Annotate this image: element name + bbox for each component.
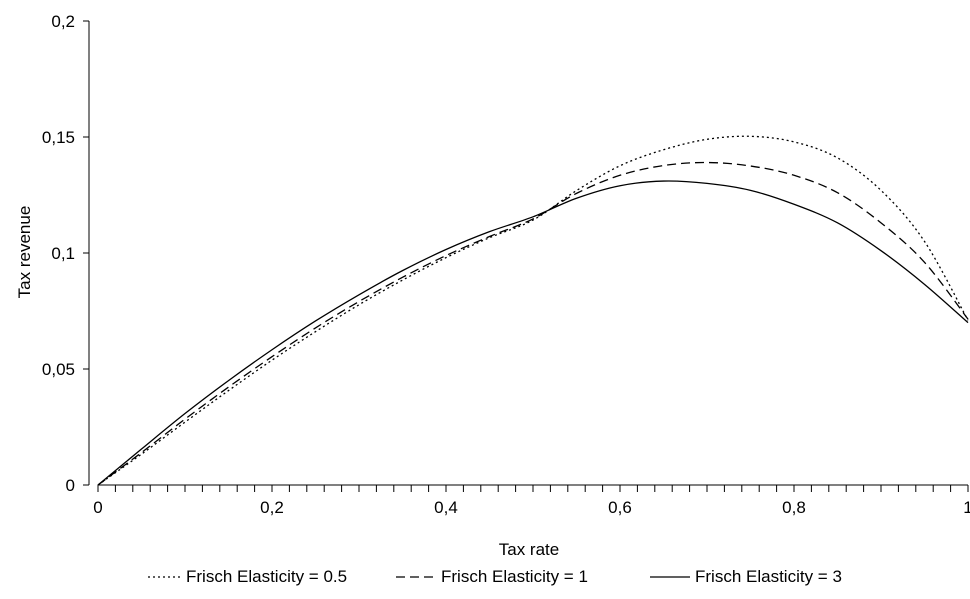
legend-label-2: Frisch Elasticity = 1 (441, 567, 588, 586)
x-tick-label: 0,4 (434, 498, 458, 517)
legend-label-1: Frisch Elasticity = 0.5 (186, 567, 347, 586)
axis-labels: Tax rate Tax revenue (15, 206, 559, 559)
x-tick-label: 0,2 (260, 498, 284, 517)
y-tick-label: 0,15 (42, 128, 75, 147)
x-tick-label: 0,6 (608, 498, 632, 517)
axes: 0 0,05 0,1 0,15 0,2 0 0,2 0,4 0,6 0,8 1 (42, 12, 970, 517)
series-line-1 (97, 135, 969, 486)
x-tick-label: 0,8 (782, 498, 806, 517)
y-tick-label: 0,2 (51, 12, 75, 31)
y-axis-title: Tax revenue (15, 206, 34, 299)
series-line-3 (97, 180, 969, 486)
y-tick-label: 0 (66, 476, 75, 495)
y-tick-label: 0,05 (42, 360, 75, 379)
legend-label-3: Frisch Elasticity = 3 (695, 567, 842, 586)
series-layer (97, 135, 969, 486)
x-tick-label: 1 (963, 498, 970, 517)
y-tick-label: 0,1 (51, 244, 75, 263)
x-tick-label: 0 (93, 498, 102, 517)
x-axis-title: Tax rate (499, 540, 559, 559)
series-line-2 (97, 161, 969, 486)
legend: Frisch Elasticity = 0.5 Frisch Elasticity… (148, 567, 842, 586)
